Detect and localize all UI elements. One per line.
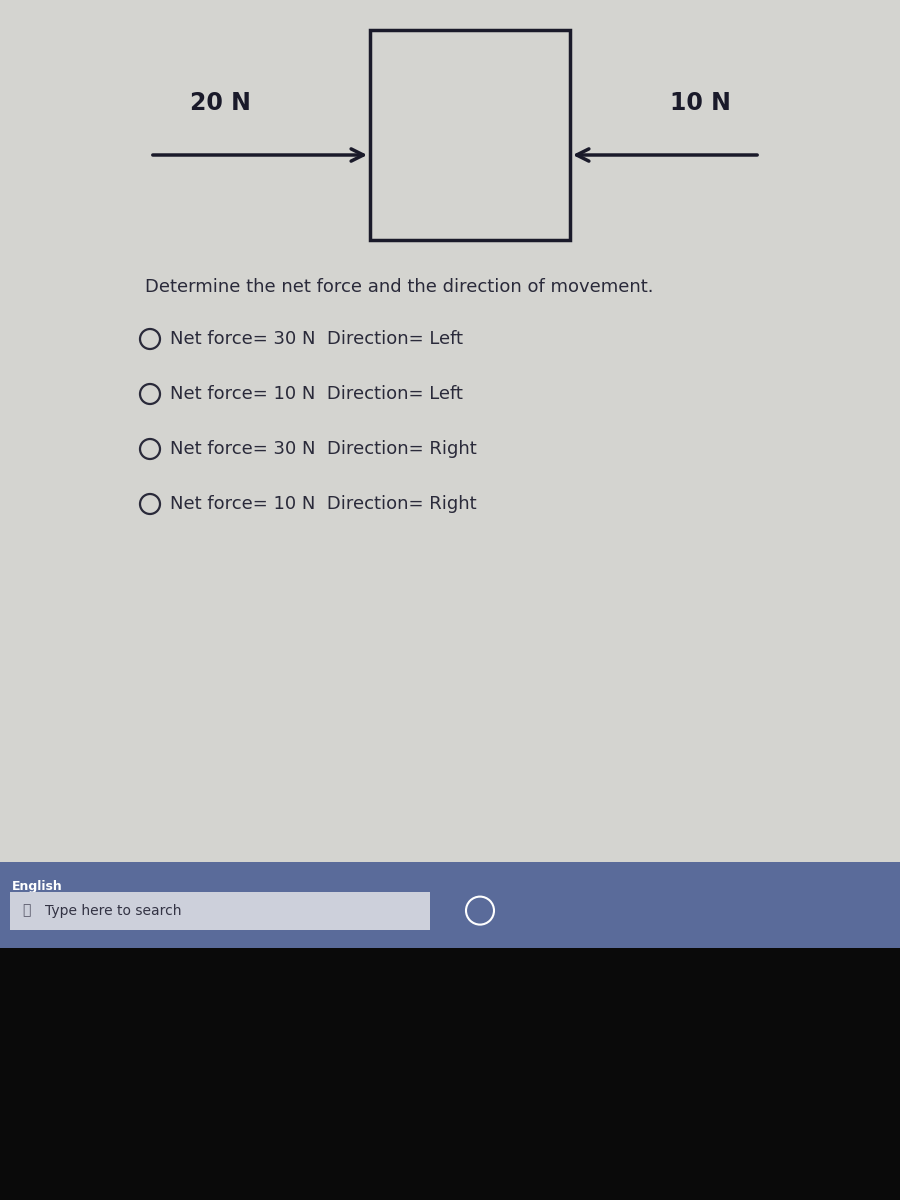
- Bar: [0, 862, 900, 948]
- Text: Type here to search: Type here to search: [45, 904, 182, 918]
- Text: English: English: [12, 880, 63, 893]
- Bar: [10, 892, 430, 930]
- Text: Net force= 30 N  Direction= Left: Net force= 30 N Direction= Left: [170, 330, 463, 348]
- Text: Net force= 10 N  Direction= Left: Net force= 10 N Direction= Left: [170, 385, 463, 403]
- Text: Net force= 10 N  Direction= Right: Net force= 10 N Direction= Right: [170, 494, 477, 514]
- Text: ⌕: ⌕: [22, 904, 31, 918]
- Bar: [0, 948, 900, 1200]
- Text: Determine the net force and the direction of movement.: Determine the net force and the directio…: [145, 278, 653, 296]
- Text: Net force= 30 N  Direction= Right: Net force= 30 N Direction= Right: [170, 440, 477, 458]
- Text: 20 N: 20 N: [190, 91, 250, 115]
- Text: 10 N: 10 N: [670, 91, 731, 115]
- Bar: [370, 30, 570, 240]
